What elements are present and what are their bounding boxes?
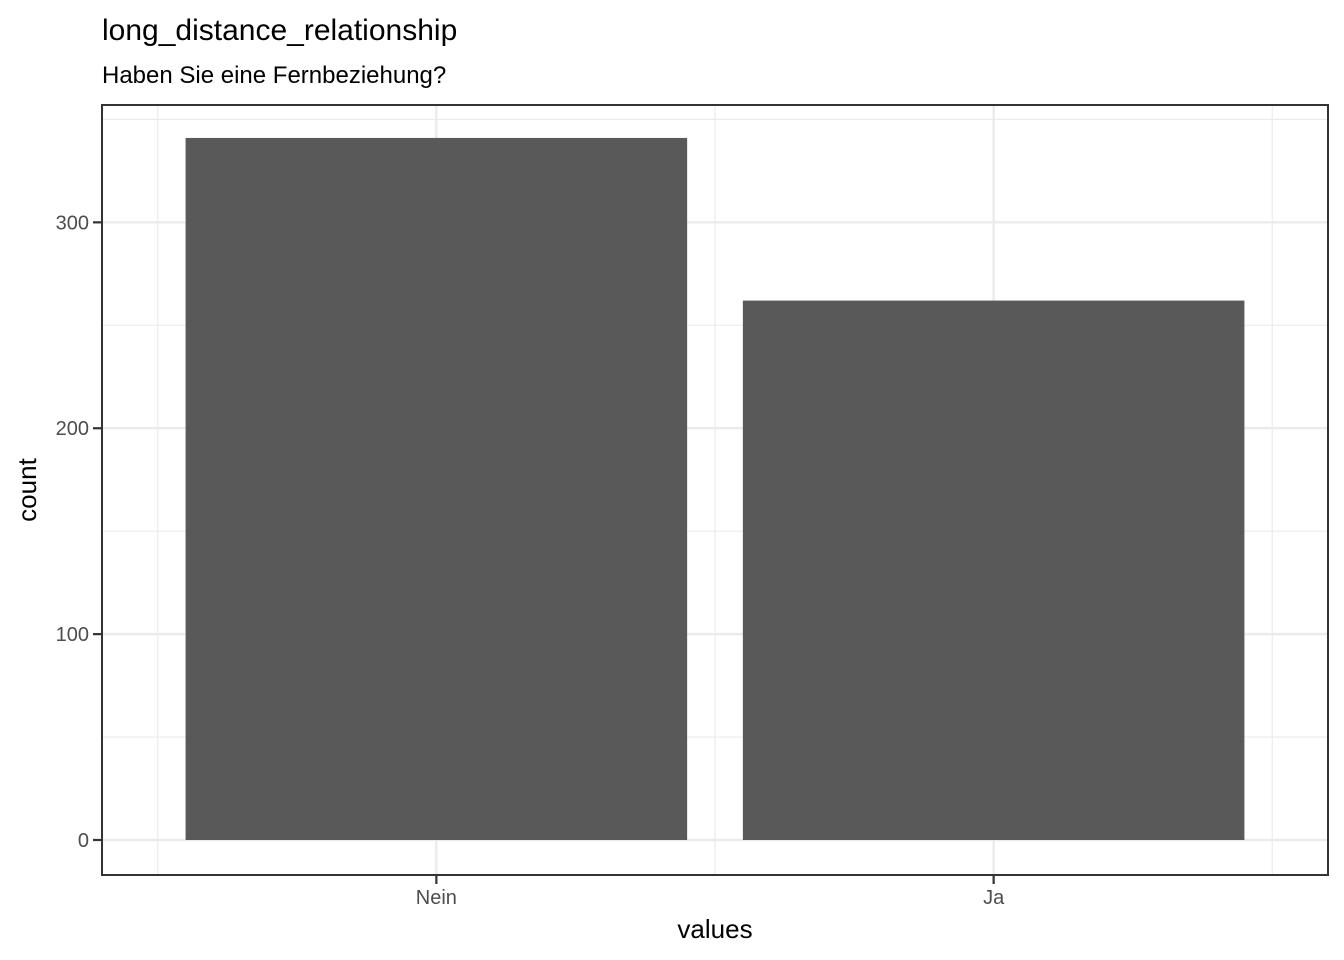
axes: 0 100 200 300 Nein Ja [56,212,1005,909]
chart-title: long_distance_relationship [102,14,457,47]
bars [185,137,1245,841]
y-axis-title: count [12,457,42,521]
bar-nein [185,137,688,841]
y-tick-label: 100 [56,624,89,646]
y-tick-label: 0 [78,830,89,852]
panel-border [101,104,1329,876]
x-tick-label: Nein [416,887,457,909]
bar-ja [742,300,1245,840]
x-tick-label: Ja [983,887,1005,909]
y-tick-label: 300 [56,212,89,234]
x-axis-title: values [677,914,752,944]
y-tick-label: 200 [56,418,89,440]
chart-subtitle: Haben Sie eine Fernbeziehung? [102,62,446,89]
